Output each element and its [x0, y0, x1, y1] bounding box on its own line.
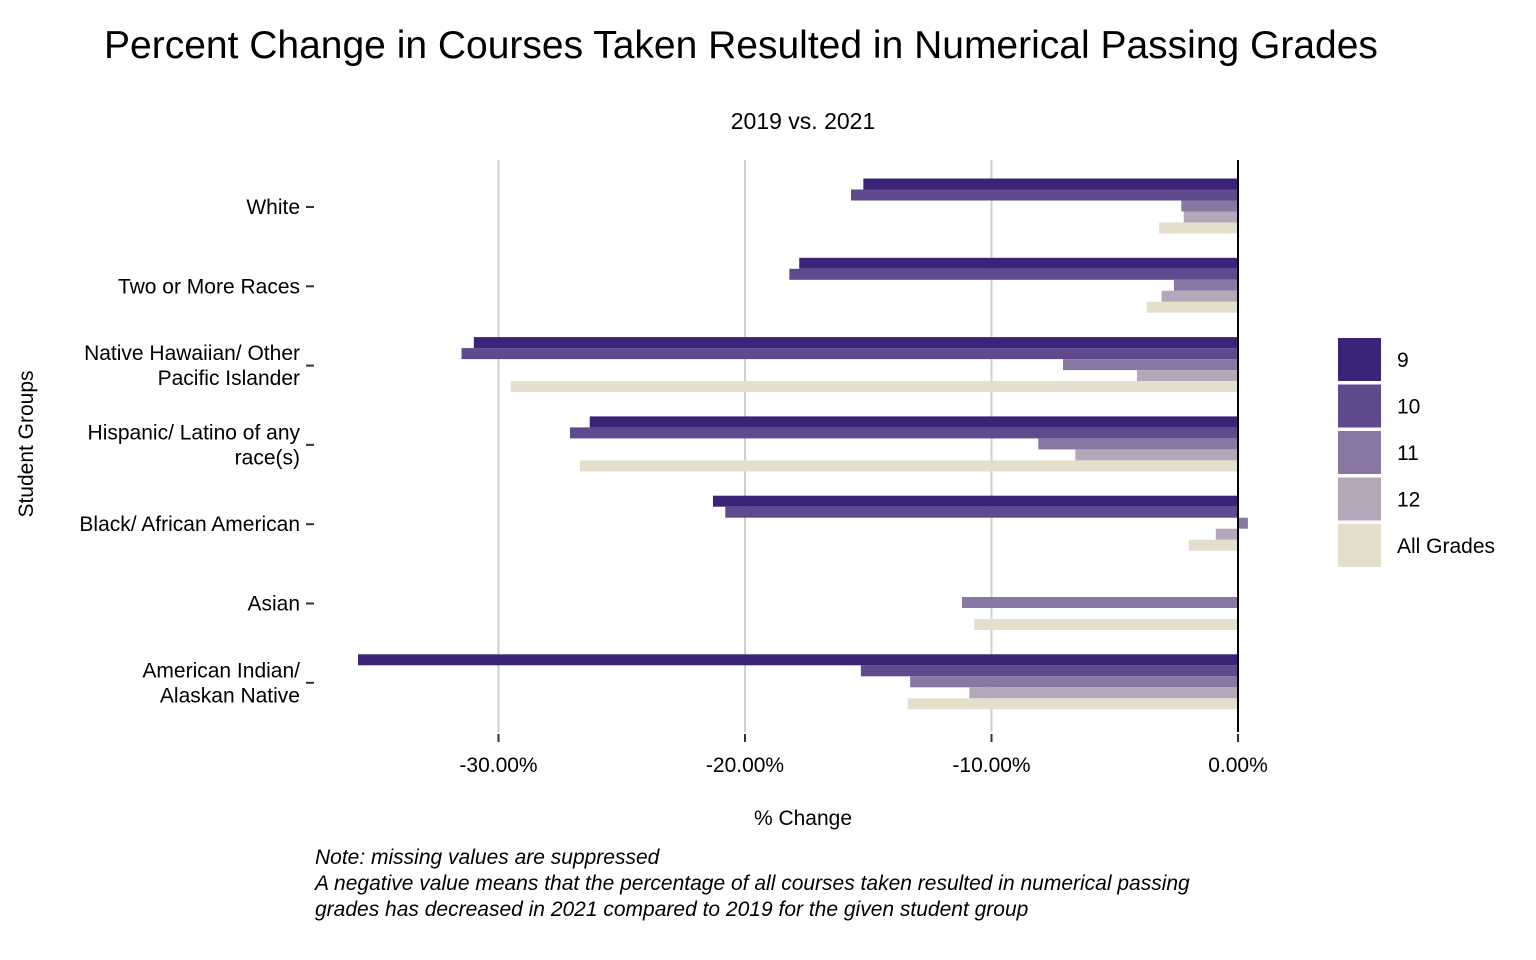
x-tick-label: 0.00%: [1208, 754, 1268, 777]
bar-10: [850, 189, 1238, 201]
bar-11: [1181, 200, 1238, 212]
bar-9: [712, 495, 1238, 507]
note-line: A negative value means that the percenta…: [315, 872, 1190, 895]
bar-all-grades: [974, 619, 1238, 630]
chart-title: Percent Change in Courses Taken Resulted…: [104, 24, 1378, 67]
legend-label: 9: [1397, 349, 1409, 372]
y-axis-title: Student Groups: [15, 370, 38, 517]
bar-10: [569, 427, 1238, 439]
bar-10: [789, 268, 1238, 280]
y-axis: White Two or More Races Native Hawaiian/ O…: [79, 196, 314, 707]
y-tick-label: Hispanic/ Latino of any race(s): [88, 421, 301, 469]
bar-9: [473, 337, 1239, 349]
bar-all-grades: [907, 698, 1238, 710]
bar-11: [1173, 279, 1238, 291]
note-line: Note: missing values are suppressed: [315, 846, 660, 869]
bar-12: [1161, 290, 1238, 302]
bar-12: [1136, 370, 1238, 382]
x-axis: -30.00% -20.00% -10.00% 0.00%: [459, 734, 1268, 777]
chart-note: Note: missing values are suppressed A ne…: [315, 845, 1190, 923]
bar-10: [461, 348, 1238, 360]
x-axis-title: % Change: [754, 807, 852, 830]
bar-all-grades: [1188, 539, 1238, 551]
bar-all-grades: [579, 460, 1238, 472]
legend-label: 12: [1397, 489, 1420, 512]
bar-12: [1215, 528, 1238, 540]
legend: 9 10 11 12 All Grades: [1338, 338, 1495, 567]
legend-swatch: [1338, 477, 1381, 521]
bar-12: [1183, 211, 1238, 223]
bar-11: [1062, 359, 1238, 371]
bar-all-grades: [1159, 222, 1238, 234]
bar-9: [589, 416, 1238, 428]
bar-11: [961, 597, 1238, 608]
y-tick-label: Two or More Races: [118, 275, 300, 298]
bar-9: [863, 178, 1238, 190]
bar-10: [725, 506, 1238, 518]
legend-label: All Grades: [1397, 535, 1495, 558]
chart-subtitle: 2019 vs. 2021: [730, 108, 876, 134]
y-tick-label: White: [246, 196, 300, 219]
legend-swatch: [1338, 431, 1381, 474]
note-line: grades has decreased in 2021 compared to…: [315, 898, 1029, 921]
bar-12: [1075, 449, 1238, 461]
bar-12: [969, 687, 1238, 699]
y-tick-label: Native Hawaiian/ Other Pacific Islander: [84, 342, 300, 390]
x-tick-label: -30.00%: [459, 754, 537, 777]
legend-swatch: [1338, 338, 1381, 381]
gridlines: [497, 160, 993, 732]
legend-swatch: [1338, 524, 1381, 567]
bar-11: [1038, 438, 1238, 450]
y-tick-label: American Indian/Alaskan Native: [142, 659, 300, 707]
bars: [357, 178, 1248, 710]
legend-label: 11: [1397, 442, 1419, 465]
bar-all-grades: [510, 381, 1238, 393]
bar-all-grades: [1146, 301, 1238, 313]
y-tick-label: Black/ African American: [79, 513, 300, 536]
x-tick-label: -20.00%: [706, 754, 784, 777]
bar-9: [799, 257, 1238, 269]
x-tick-label: -10.00%: [952, 754, 1030, 777]
y-tick-label: Asian: [247, 593, 300, 616]
bar-10: [860, 665, 1238, 677]
legend-label: 10: [1397, 396, 1420, 419]
bar-11: [910, 676, 1238, 688]
legend-swatch: [1338, 384, 1381, 428]
bar-9: [357, 654, 1238, 666]
bar-11: [1238, 517, 1248, 529]
